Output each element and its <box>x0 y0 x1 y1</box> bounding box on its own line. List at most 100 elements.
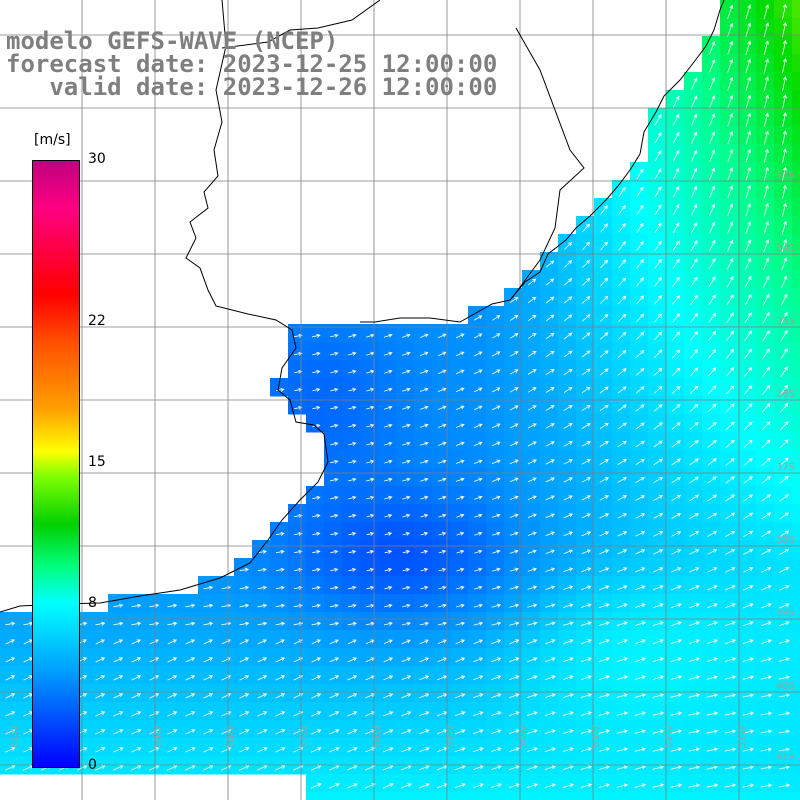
field-cell <box>378 684 397 703</box>
field-cell <box>666 630 685 649</box>
field-cell <box>342 486 361 505</box>
field-cell <box>324 576 343 595</box>
wind-arrow <box>781 220 787 235</box>
field-cell <box>702 288 721 307</box>
field-cell <box>702 342 721 361</box>
wind-arrow <box>167 675 178 681</box>
wind-arrow <box>130 783 142 789</box>
field-cell <box>666 612 685 631</box>
field-cell <box>612 594 631 613</box>
field-cell <box>216 630 235 649</box>
field-cell <box>414 342 433 361</box>
wind-arrow <box>564 278 573 286</box>
field-cell <box>792 162 800 181</box>
field-cell <box>450 720 469 739</box>
field-cell <box>432 594 451 613</box>
lat-label: 41S <box>776 752 795 763</box>
field-cell <box>720 702 739 721</box>
wind-arrow <box>149 711 160 717</box>
field-cell <box>756 792 775 800</box>
wind-arrow <box>782 148 787 163</box>
field-cell <box>702 144 721 163</box>
field-cell <box>450 360 469 379</box>
field-cell <box>612 216 631 235</box>
field-cell <box>612 720 631 739</box>
field-cell <box>468 540 487 559</box>
field-cell <box>162 738 181 757</box>
wind-arrow <box>616 639 628 645</box>
wind-arrow <box>184 783 196 789</box>
field-cell <box>684 738 703 757</box>
wind-arrow <box>544 657 556 663</box>
wind-arrow <box>598 693 610 698</box>
wind-arrow <box>474 549 483 554</box>
wind-arrow <box>688 765 701 770</box>
wind-arrow <box>294 387 303 392</box>
field-cell <box>594 432 613 451</box>
colorbar-tick-label: 22 <box>88 312 106 329</box>
wind-arrow <box>202 783 214 789</box>
field-cell <box>738 486 757 505</box>
wind-arrow <box>221 765 232 771</box>
wind-arrow <box>455 621 466 626</box>
field-cell <box>450 324 469 343</box>
field-cell <box>378 540 397 559</box>
wind-arrow <box>5 729 16 735</box>
field-cell <box>666 720 685 739</box>
field-cell <box>522 270 541 289</box>
wind-arrow <box>725 439 735 448</box>
wind-arrow <box>384 585 393 590</box>
field-cell <box>792 72 800 91</box>
wind-arrow <box>275 729 286 735</box>
field-cell <box>738 162 757 181</box>
wind-arrow <box>725 567 736 573</box>
field-cell <box>270 684 289 703</box>
wind-arrow <box>167 603 178 608</box>
wind-arrow <box>330 459 339 464</box>
wind-arrow <box>348 495 357 500</box>
field-cell <box>576 396 595 415</box>
field-cell <box>486 702 505 721</box>
field-cell <box>342 414 361 433</box>
field-cell <box>792 252 800 271</box>
wind-arrow <box>131 621 142 626</box>
wind-arrow <box>419 351 429 356</box>
wind-arrow <box>491 405 501 411</box>
field-cell <box>702 162 721 181</box>
wind-arrow <box>203 747 214 753</box>
wind-arrow <box>112 783 124 789</box>
field-cell <box>414 396 433 415</box>
field-cell <box>486 414 505 433</box>
wind-arrow <box>474 351 483 357</box>
field-cell <box>558 738 577 757</box>
field-cell <box>306 792 325 800</box>
wind-arrow <box>438 603 447 608</box>
field-cell <box>774 288 793 307</box>
wind-arrow <box>527 387 537 393</box>
field-cell <box>378 324 397 343</box>
wind-arrow <box>419 621 430 626</box>
field-cell <box>684 540 703 559</box>
field-cell <box>414 486 433 505</box>
field-cell <box>720 342 739 361</box>
field-cell <box>522 522 541 541</box>
wind-arrow <box>256 783 268 789</box>
field-cell <box>432 630 451 649</box>
field-cell <box>540 306 559 325</box>
field-cell <box>774 108 793 127</box>
wind-arrow <box>311 603 321 608</box>
wind-arrow <box>418 747 430 753</box>
wind-arrow <box>508 783 520 789</box>
field-cell <box>684 468 703 487</box>
wind-arrow <box>509 333 519 339</box>
field-cell <box>216 720 235 739</box>
field-cell <box>594 504 613 523</box>
wind-arrow <box>203 585 214 590</box>
wind-arrow <box>690 77 698 90</box>
field-cell <box>378 612 397 631</box>
wind-arrow <box>779 548 790 556</box>
field-cell <box>144 738 163 757</box>
field-cell <box>792 90 800 109</box>
field-cell <box>630 234 649 253</box>
field-cell <box>396 630 415 649</box>
